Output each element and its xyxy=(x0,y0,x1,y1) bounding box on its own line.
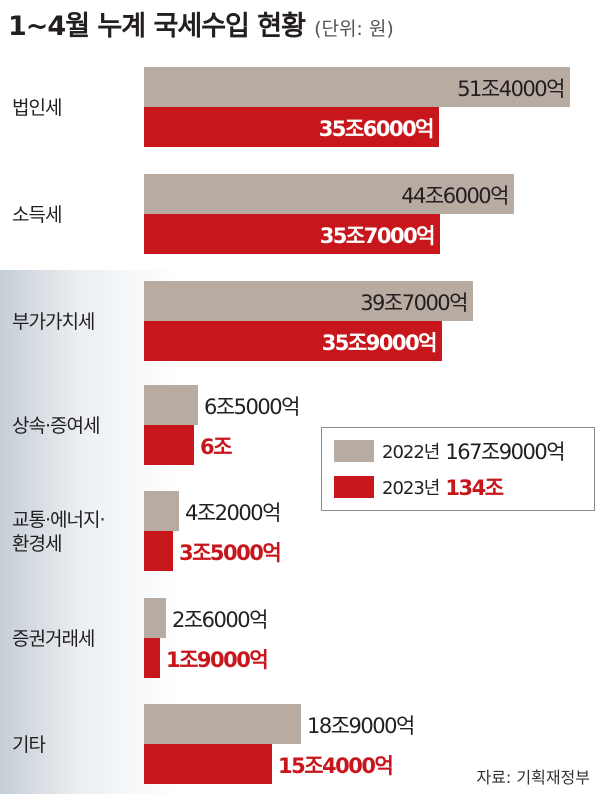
bar-2023-0 xyxy=(144,107,439,147)
bar-2023-4 xyxy=(144,531,173,571)
value-label-2023-1: 35조7000억 xyxy=(320,224,434,248)
legend-item-2022: 2022년 167조9000억 xyxy=(334,436,566,466)
chart-title-block: 1~4월 누계 국세수입 현황 (단위: 원) xyxy=(8,4,394,43)
value-label-2023-5: 1조9000억 xyxy=(166,648,267,672)
legend-swatch-2022 xyxy=(334,440,374,462)
legend-swatch-2023 xyxy=(334,476,374,498)
value-label-2022-1: 44조6000억 xyxy=(401,184,508,208)
bar-2022-4 xyxy=(144,491,179,531)
bar-2023-1 xyxy=(144,214,440,254)
value-label-2023-6: 15조4000억 xyxy=(278,754,392,778)
value-label-2023-4: 3조5000억 xyxy=(179,541,280,565)
category-label-2: 부가가치세 xyxy=(12,311,94,333)
value-label-2022-2: 39조7000억 xyxy=(360,291,467,315)
category-label-5: 증권거래세 xyxy=(12,628,94,650)
value-label-2023-0: 35조6000억 xyxy=(319,117,433,141)
bar-2022-2 xyxy=(144,281,473,321)
value-label-2023-2: 35조9000억 xyxy=(322,331,436,355)
category-label-4-line1: 환경세 xyxy=(12,533,61,555)
value-label-2022-5: 2조6000억 xyxy=(172,608,267,632)
legend: 2022년 167조9000억 2023년 134조 xyxy=(321,427,595,511)
bar-2022-0 xyxy=(144,67,570,107)
category-label-4-line0: 교통·에너지· xyxy=(12,509,104,531)
bar-2022-6 xyxy=(144,704,301,744)
legend-total-2022: 167조9000억 xyxy=(445,440,565,464)
source-note: 자료: 기획재정부 xyxy=(476,768,590,787)
value-label-2022-0: 51조4000억 xyxy=(457,77,564,101)
category-label-6: 기타 xyxy=(12,734,45,756)
bar-2022-1 xyxy=(144,174,514,214)
unit-note: (단위: 원) xyxy=(314,18,394,40)
legend-year-2023: 2023년 xyxy=(382,478,440,499)
legend-item-2023: 2023년 134조 xyxy=(334,472,504,502)
bar-2022-5 xyxy=(144,598,166,638)
value-label-2022-3: 6조5000억 xyxy=(204,395,299,419)
value-label-2022-4: 4조2000억 xyxy=(185,501,280,525)
bar-2022-3 xyxy=(144,385,198,425)
bar-2023-6 xyxy=(144,744,272,784)
bar-2023-5 xyxy=(144,638,160,678)
chart-title: 1~4월 누계 국세수입 현황 xyxy=(8,11,306,42)
category-label-0: 법인세 xyxy=(12,97,61,119)
value-label-2022-6: 18조9000억 xyxy=(307,714,414,738)
bar-2023-3 xyxy=(144,425,194,465)
value-label-2023-3: 6조 xyxy=(200,435,232,459)
legend-total-2023: 134조 xyxy=(445,476,504,500)
category-label-1: 소득세 xyxy=(12,204,61,226)
bar-2023-2 xyxy=(144,321,442,361)
category-label-3: 상속·증여세 xyxy=(12,415,99,437)
legend-year-2022: 2022년 xyxy=(382,442,440,463)
